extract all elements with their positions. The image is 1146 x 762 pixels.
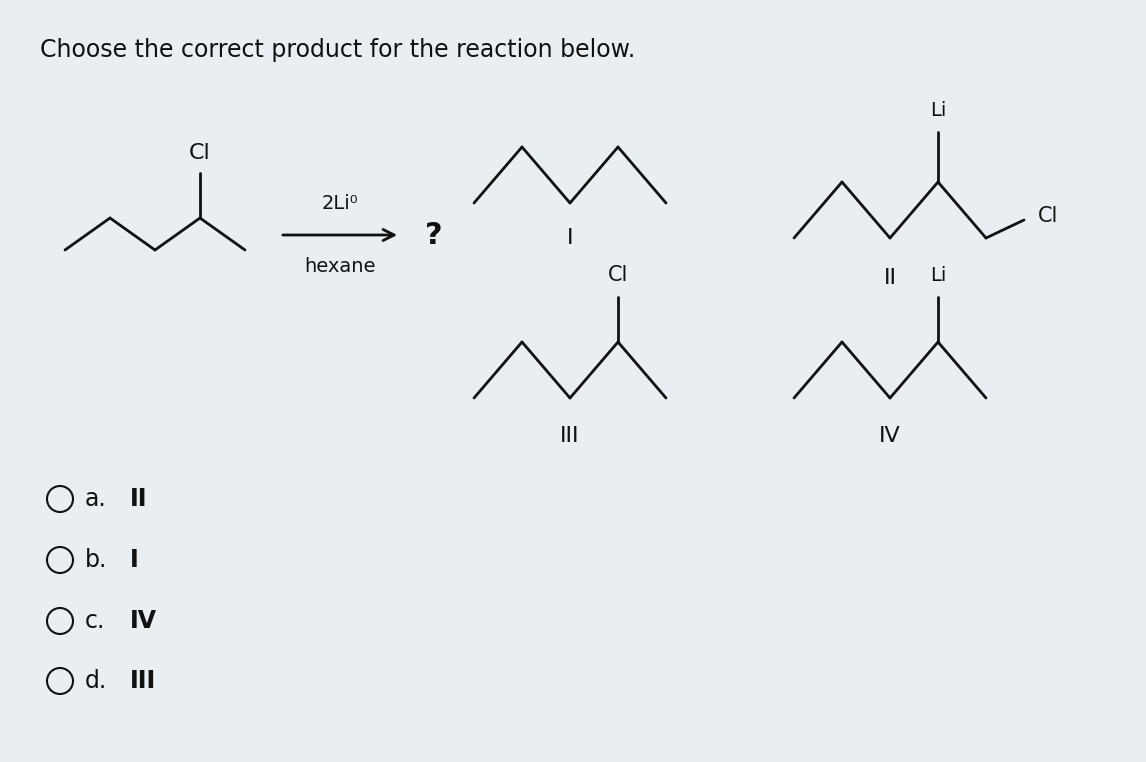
Text: Li: Li xyxy=(929,266,947,285)
Text: b.: b. xyxy=(85,548,108,572)
Text: ?: ? xyxy=(425,220,442,249)
Text: I: I xyxy=(567,228,573,248)
Text: Cl: Cl xyxy=(607,265,628,285)
Text: Choose the correct product for the reaction below.: Choose the correct product for the react… xyxy=(40,38,635,62)
Text: I: I xyxy=(129,548,139,572)
Text: c.: c. xyxy=(85,609,105,633)
Text: d.: d. xyxy=(85,669,108,693)
Text: 2Li⁰: 2Li⁰ xyxy=(322,194,359,213)
Text: a.: a. xyxy=(85,487,107,511)
Text: III: III xyxy=(129,669,156,693)
Text: IV: IV xyxy=(129,609,157,633)
Text: Li: Li xyxy=(929,101,947,120)
Text: II: II xyxy=(129,487,148,511)
Text: II: II xyxy=(884,268,896,288)
Text: hexane: hexane xyxy=(304,257,376,276)
Text: Cl: Cl xyxy=(1038,206,1059,226)
Text: IV: IV xyxy=(879,426,901,446)
Text: Cl: Cl xyxy=(189,143,211,163)
Text: III: III xyxy=(560,426,580,446)
